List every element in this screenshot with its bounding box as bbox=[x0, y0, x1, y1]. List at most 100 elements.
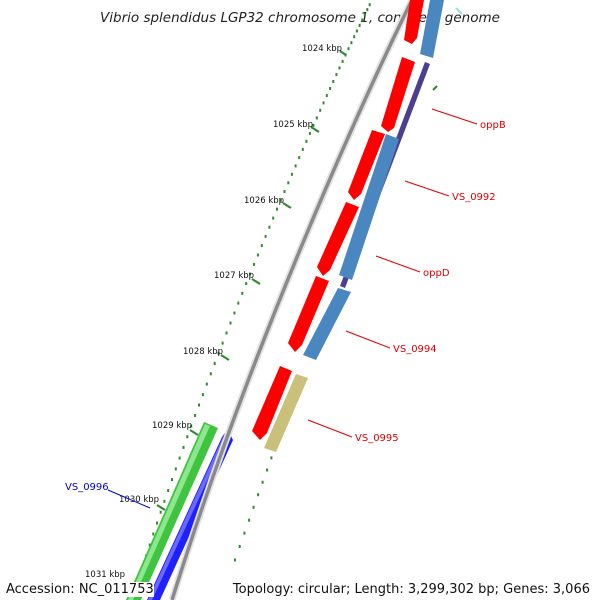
tick-dot bbox=[156, 521, 158, 525]
tick-dot bbox=[287, 181, 290, 185]
cds-forward-arrow-2[interactable] bbox=[381, 57, 415, 132]
tick-dot bbox=[366, 8, 369, 12]
tick-dot bbox=[186, 435, 189, 439]
label-leaders bbox=[107, 108, 478, 509]
tick-dot bbox=[347, 47, 350, 51]
tick-dot bbox=[341, 59, 344, 63]
tick-dot bbox=[225, 331, 228, 335]
backbone-line bbox=[170, 0, 414, 600]
tick-dot bbox=[279, 198, 282, 202]
tick-mark-1030 bbox=[156, 504, 166, 511]
tick-dot bbox=[213, 362, 216, 365]
tick-dot bbox=[221, 341, 224, 345]
tick-dot-inner bbox=[234, 558, 236, 562]
tick-dot bbox=[171, 478, 173, 482]
tick-label-1025: 1025 kbp bbox=[273, 120, 313, 130]
tick-dot bbox=[305, 139, 308, 143]
tick-label-1031: 1031 kbp bbox=[85, 570, 125, 580]
tick-dot bbox=[355, 29, 358, 33]
gene-forward-bar-1[interactable] bbox=[420, 0, 444, 58]
gene-forward-bar-3[interactable] bbox=[303, 288, 351, 360]
tick-dot bbox=[229, 321, 232, 325]
major-ticks bbox=[156, 50, 347, 511]
tick-dot bbox=[294, 164, 297, 168]
tick-mark-1025 bbox=[310, 126, 320, 133]
tick-label-1028: 1028 kbp bbox=[183, 347, 223, 357]
tick-dot bbox=[217, 351, 220, 355]
tick-dot bbox=[283, 190, 286, 193]
tick-dot-inner bbox=[243, 531, 246, 535]
gene-label-oppD[interactable]: oppD bbox=[423, 268, 450, 279]
tick-dot bbox=[249, 272, 252, 276]
tick-dot bbox=[245, 282, 248, 286]
gene-label-VS_0994[interactable]: VS_0994 bbox=[393, 344, 437, 355]
tick-dot bbox=[237, 301, 240, 305]
tick-mark-1028 bbox=[220, 354, 230, 361]
tick-dot bbox=[253, 262, 255, 266]
tick-dot bbox=[260, 244, 263, 248]
tick-dot-inner bbox=[270, 456, 273, 460]
tick-dot bbox=[148, 543, 151, 547]
tick-mark-1026 bbox=[282, 202, 292, 209]
tick-dot-inner bbox=[257, 493, 260, 497]
tick-dot-inner bbox=[252, 505, 255, 509]
tick-dot bbox=[194, 414, 197, 417]
gene-label-VS_0992[interactable]: VS_0992 bbox=[452, 192, 496, 203]
tick-label-1027: 1027 kbp bbox=[214, 271, 254, 281]
gene-label-VS_0996[interactable]: VS_0996 bbox=[65, 482, 109, 493]
gene-label-VS_0995[interactable]: VS_0995 bbox=[355, 433, 399, 444]
tick-dot bbox=[332, 80, 335, 83]
tick-dot bbox=[308, 131, 311, 135]
tick-dot bbox=[205, 382, 208, 386]
gene-forward-bar-2[interactable] bbox=[339, 134, 399, 280]
tick-dot bbox=[358, 23, 361, 27]
tick-dot bbox=[178, 456, 181, 460]
tick-dot bbox=[264, 234, 267, 238]
tick-dot bbox=[353, 35, 356, 39]
tick-dot-inner bbox=[266, 468, 269, 472]
tick-dot bbox=[301, 147, 304, 151]
tick-dot bbox=[312, 124, 315, 127]
tick-dot bbox=[363, 13, 366, 17]
tick-dot bbox=[315, 116, 318, 120]
gene-label-oppB[interactable]: oppB bbox=[480, 120, 506, 131]
tick-dot bbox=[152, 532, 155, 536]
tick-dot bbox=[298, 156, 301, 160]
tick-dot bbox=[163, 499, 166, 503]
cds-forward-arrow-3[interactable] bbox=[348, 130, 385, 200]
cds-forward-arrow-4[interactable] bbox=[317, 202, 359, 276]
tick-dot bbox=[268, 225, 271, 229]
tick-dot bbox=[167, 489, 170, 492]
tick-dot bbox=[338, 66, 341, 70]
accession-text: Accession: NC_011753 bbox=[6, 582, 154, 597]
tick-mark-1024 bbox=[339, 50, 347, 56]
tick-dot bbox=[322, 101, 325, 105]
tick-dot bbox=[190, 424, 193, 428]
tick-dot bbox=[350, 41, 353, 45]
tick-dot bbox=[159, 510, 162, 514]
cds-forward-arrow-5[interactable] bbox=[288, 276, 329, 352]
tick-dot bbox=[361, 18, 364, 22]
gene-reverse-bar-highlight bbox=[128, 424, 210, 600]
tick-mark-1027 bbox=[251, 278, 261, 285]
tick-mark-1029 bbox=[189, 429, 199, 436]
tick-dot bbox=[276, 207, 278, 211]
gene-forward-bar-khaki[interactable] bbox=[264, 374, 308, 452]
tick-dot-inner bbox=[261, 480, 264, 484]
tick-dot bbox=[182, 445, 185, 449]
tick-dot bbox=[272, 216, 275, 220]
tick-label-1029: 1029 kbp bbox=[152, 421, 192, 431]
track-segment-ticks bbox=[432, 85, 438, 91]
tick-dot bbox=[325, 94, 328, 98]
tick-dot bbox=[209, 372, 212, 376]
tick-dot bbox=[319, 108, 322, 112]
cds-forward-arrow-6[interactable] bbox=[252, 366, 292, 440]
tick-dot bbox=[241, 291, 244, 295]
tick-dot-inner bbox=[248, 518, 251, 522]
tick-dot bbox=[335, 73, 338, 77]
track-segment-top bbox=[455, 7, 463, 15]
tick-dot bbox=[368, 3, 371, 7]
cds-forward-arrow-1[interactable] bbox=[404, 0, 424, 44]
tick-dot bbox=[290, 172, 293, 176]
